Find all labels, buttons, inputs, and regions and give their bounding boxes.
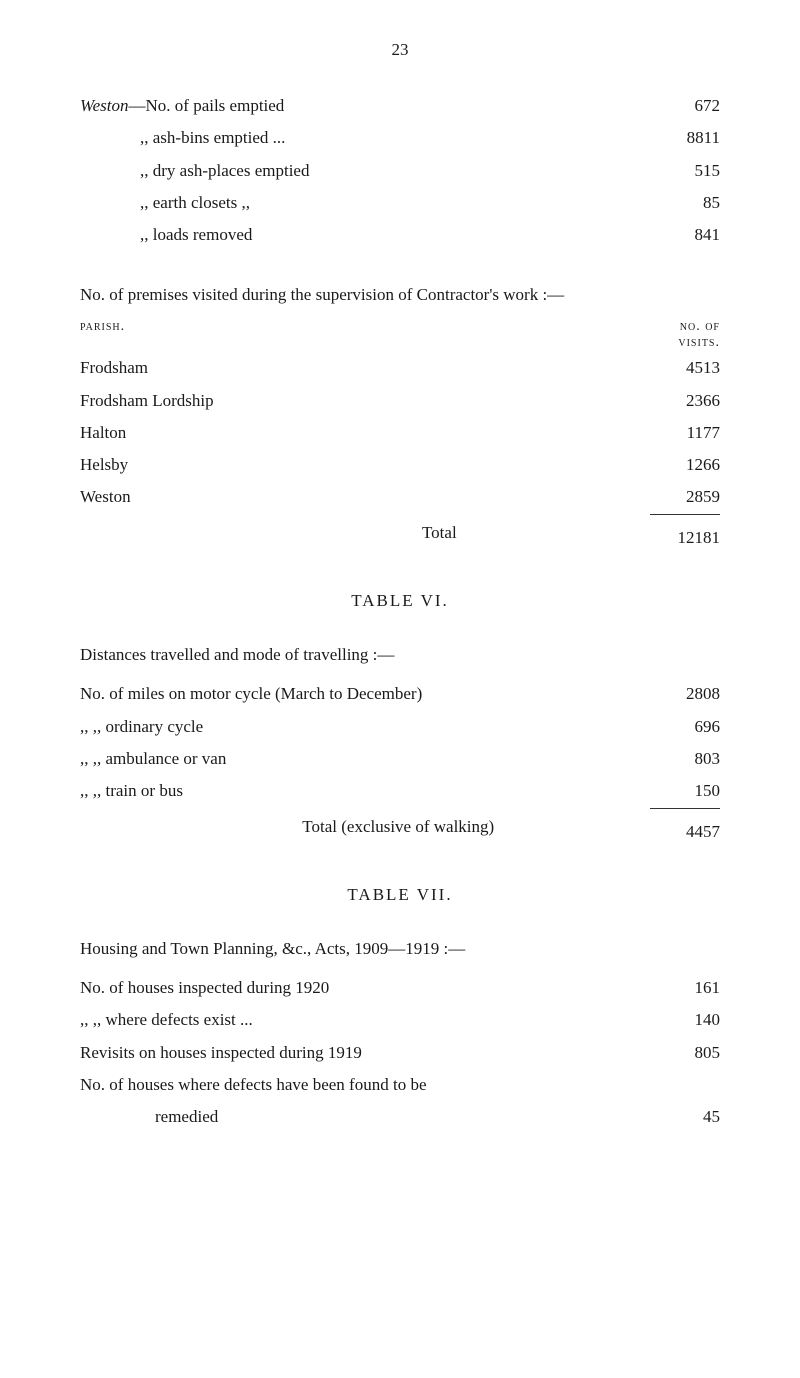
weston-row-1-label: ,, ash-bins emptied ... <box>140 122 650 154</box>
table7-row-1-label: ,, ,, where defects exist ... <box>80 1004 650 1036</box>
weston-row-4-value: 841 <box>650 219 720 251</box>
table7-row-4-value: 45 <box>650 1101 720 1133</box>
premises-title: No. of premises visited during the super… <box>80 281 720 308</box>
premises-row-4: Weston 2859 <box>80 481 720 513</box>
premises-row-4-label: Weston <box>80 481 650 513</box>
weston-intro: —No. of pails emptied <box>129 96 285 115</box>
premises-column-headers: parish. no. of visits. <box>80 319 720 353</box>
premises-row-3: Helsby 1266 <box>80 449 720 481</box>
table6-row-1: ,, ,, ordinary cycle 696 <box>80 711 720 743</box>
premises-total-label: Total <box>422 514 565 556</box>
table6-rows: No. of miles on motor cycle (March to De… <box>80 678 720 807</box>
table6-total-row: Total (exclusive of walking) 4457 <box>80 808 720 850</box>
table6-heading: TABLE VI. <box>80 591 720 611</box>
premises-rows: Frodsham 4513 Frodsham Lordship 2366 Hal… <box>80 352 720 513</box>
weston-prefix: Weston <box>80 96 129 115</box>
table7-row-1: ,, ,, where defects exist ... 140 <box>80 1004 720 1036</box>
weston-row-1: ,, ash-bins emptied ... 8811 <box>80 122 720 154</box>
table6-row-0: No. of miles on motor cycle (March to De… <box>80 678 720 710</box>
visits-header-1: no. of <box>680 319 720 334</box>
premises-row-2-label: Halton <box>80 417 650 449</box>
premises-row-3-label: Helsby <box>80 449 650 481</box>
table6-row-3-label: ,, ,, train or bus <box>80 775 650 807</box>
weston-row-2-label: ,, dry ash-places emptied <box>140 155 650 187</box>
premises-row-1: Frodsham Lordship 2366 <box>80 385 720 417</box>
premises-row-1-label: Frodsham Lordship <box>80 385 650 417</box>
table7-heading: TABLE VII. <box>80 885 720 905</box>
table6-row-3-value: 150 <box>650 775 720 807</box>
table7-row-3: No. of houses where defects have been fo… <box>80 1069 720 1101</box>
weston-row-0-label: Weston—No. of pails emptied <box>80 90 650 122</box>
premises-row-4-value: 2859 <box>650 481 720 513</box>
table6-total-label: Total (exclusive of walking) <box>302 808 587 850</box>
page-number: 23 <box>80 40 720 60</box>
weston-row-4: ,, loads removed 841 <box>80 219 720 251</box>
premises-row-2-value: 1177 <box>650 417 720 449</box>
table6-row-0-label: No. of miles on motor cycle (March to De… <box>80 678 650 710</box>
premises-total-row: Total 12181 <box>80 514 720 556</box>
table7-row-4: remedied 45 <box>80 1101 720 1133</box>
table7-rows: No. of houses inspected during 1920 161 … <box>80 972 720 1133</box>
table7-row-1-value: 140 <box>650 1004 720 1036</box>
premises-row-0-label: Frodsham <box>80 352 650 384</box>
premises-total-value: 12181 <box>650 514 720 556</box>
weston-row-4-label: ,, loads removed <box>140 219 650 251</box>
weston-row-0-value: 672 <box>650 90 720 122</box>
weston-row-3: ,, earth closets ,, 85 <box>80 187 720 219</box>
table7-row-2-label: Revisits on houses inspected during 1919 <box>80 1037 650 1069</box>
premises-total-spacer <box>80 514 336 556</box>
table6-total-spacer <box>80 808 240 850</box>
table6-row-1-label: ,, ,, ordinary cycle <box>80 711 650 743</box>
weston-row-0: Weston—No. of pails emptied 672 <box>80 90 720 122</box>
premises-row-1-value: 2366 <box>650 385 720 417</box>
visits-header: no. of visits. <box>678 319 720 353</box>
weston-row-3-label: ,, earth closets ,, <box>140 187 650 219</box>
document-page: 23 Weston—No. of pails emptied 672 ,, as… <box>0 0 800 1174</box>
weston-row-2: ,, dry ash-places emptied 515 <box>80 155 720 187</box>
premises-row-3-value: 1266 <box>650 449 720 481</box>
table6-intro: Distances travelled and mode of travelli… <box>80 641 720 668</box>
table7-row-0-value: 161 <box>650 972 720 1004</box>
weston-row-1-value: 8811 <box>650 122 720 154</box>
table7-row-4-label: remedied <box>155 1101 650 1133</box>
table7-row-0: No. of houses inspected during 1920 161 <box>80 972 720 1004</box>
premises-row-2: Halton 1177 <box>80 417 720 449</box>
table6-total-value: 4457 <box>650 808 720 850</box>
table6-row-1-value: 696 <box>650 711 720 743</box>
table7-row-2: Revisits on houses inspected during 1919… <box>80 1037 720 1069</box>
table6-row-3: ,, ,, train or bus 150 <box>80 775 720 807</box>
weston-row-3-value: 85 <box>650 187 720 219</box>
table6-row-2: ,, ,, ambulance or van 803 <box>80 743 720 775</box>
premises-row-0: Frodsham 4513 <box>80 352 720 384</box>
premises-row-0-value: 4513 <box>650 352 720 384</box>
table6-row-2-value: 803 <box>650 743 720 775</box>
table7-intro: Housing and Town Planning, &c., Acts, 19… <box>80 935 720 962</box>
table7-row-3-label: No. of houses where defects have been fo… <box>80 1069 650 1101</box>
table6-row-0-value: 2808 <box>650 678 720 710</box>
weston-section: Weston—No. of pails emptied 672 ,, ash-b… <box>80 90 720 251</box>
table7-row-0-label: No. of houses inspected during 1920 <box>80 972 650 1004</box>
weston-row-2-value: 515 <box>650 155 720 187</box>
table6-row-2-label: ,, ,, ambulance or van <box>80 743 650 775</box>
visits-header-2: visits. <box>678 335 720 350</box>
table7-row-2-value: 805 <box>650 1037 720 1069</box>
parish-header: parish. <box>80 319 125 353</box>
